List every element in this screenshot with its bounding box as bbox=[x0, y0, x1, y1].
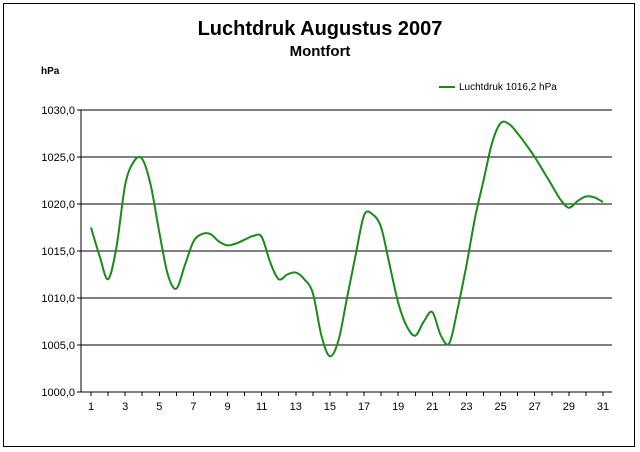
y-tick-label: 1025,0 bbox=[41, 152, 75, 164]
x-tick-label: 13 bbox=[290, 401, 302, 413]
x-tick-label: 1 bbox=[88, 401, 94, 413]
x-tick-label: 31 bbox=[597, 401, 609, 413]
x-tick-label: 3 bbox=[122, 401, 128, 413]
x-tick-label: 7 bbox=[190, 401, 196, 413]
y-tick-label: 1005,0 bbox=[41, 340, 75, 352]
chart-title: Luchtdruk Augustus 2007 bbox=[197, 18, 443, 40]
legend-swatch bbox=[439, 86, 455, 88]
x-tick-label: 17 bbox=[358, 401, 370, 413]
y-tick-label: 1010,0 bbox=[41, 293, 75, 305]
x-tick-label: 23 bbox=[460, 401, 472, 413]
y-tick-label: 1000,0 bbox=[41, 387, 75, 399]
legend-label: Luchtdruk 1016,2 hPa bbox=[459, 81, 557, 93]
x-tick-label: 29 bbox=[563, 401, 575, 413]
series-line bbox=[90, 120, 604, 358]
chart-frame bbox=[3, 3, 635, 447]
legend: Luchtdruk 1016,2 hPa bbox=[439, 80, 557, 94]
y-tick-label: 1030,0 bbox=[41, 105, 75, 117]
y-tick-label: 1020,0 bbox=[41, 199, 75, 211]
chart-subtitle: Montfort bbox=[289, 43, 351, 60]
x-tick-label: 25 bbox=[494, 401, 506, 413]
x-tick-label: 21 bbox=[426, 401, 438, 413]
y-axis-unit-label: hPa bbox=[41, 66, 60, 77]
x-tick-label: 19 bbox=[392, 401, 404, 413]
x-tick-label: 15 bbox=[324, 401, 336, 413]
x-tick-label: 5 bbox=[156, 401, 162, 413]
x-tick-label: 9 bbox=[224, 401, 230, 413]
x-tick-label: 11 bbox=[256, 401, 267, 413]
x-tick-label: 27 bbox=[529, 401, 541, 413]
y-tick-label: 1015,0 bbox=[41, 246, 75, 258]
